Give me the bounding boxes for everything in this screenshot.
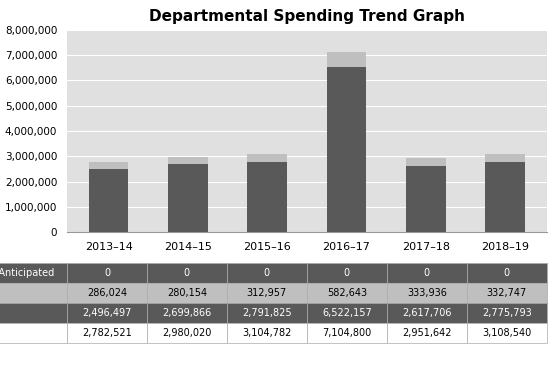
Bar (89, 162, 128, 169)
Bar (247, 154, 287, 162)
Bar (247, 162, 287, 232)
Bar (485, 162, 525, 232)
Bar (485, 154, 525, 162)
Bar (168, 157, 208, 164)
Bar (327, 52, 367, 67)
Bar (406, 158, 446, 166)
Title: Departmental Spending Trend Graph: Departmental Spending Trend Graph (149, 9, 465, 24)
Bar (327, 67, 367, 232)
Bar (168, 164, 208, 232)
Bar (406, 166, 446, 232)
Bar (89, 169, 128, 232)
